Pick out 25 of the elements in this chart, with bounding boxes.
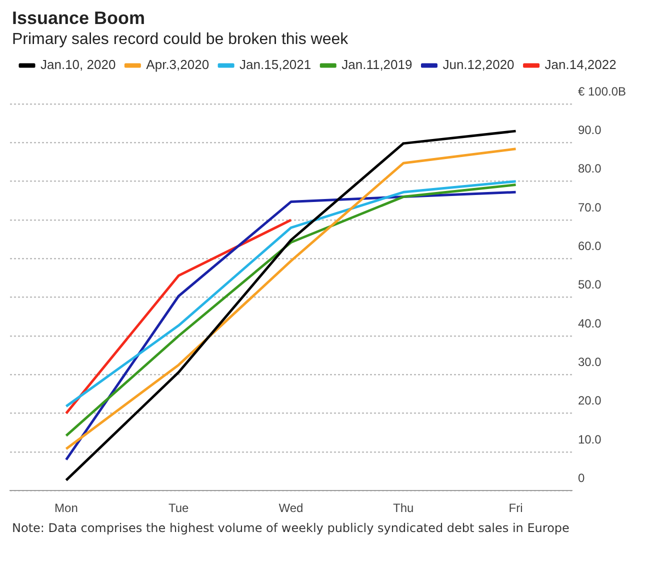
y-tick-label: € 100.0B (578, 84, 626, 98)
y-tick-label: 0 (578, 470, 585, 485)
legend-label: Jan.10, 2020 (40, 57, 116, 72)
legend-label: Jun.12,2020 (442, 57, 514, 72)
legend-label: Jan.14,2022 (544, 57, 616, 72)
x-tick-label: Thu (393, 501, 414, 516)
x-tick-label: Wed (278, 501, 304, 516)
text: Note: Data comprises the highest volume of weekly publicly syndicated debt sales in Europe (12, 521, 570, 535)
chart-subtitle: Primary sales record could be broken this week (12, 31, 350, 49)
x-tick-label: Tue (168, 501, 190, 516)
y-tick-label: 20.0 (578, 394, 602, 408)
y-tick-label: 70.0 (578, 200, 602, 214)
x-tick-label: Fri (508, 501, 523, 516)
y-tick-label: 90.0 (578, 122, 602, 137)
y-tick-label: 30.0 (578, 354, 602, 369)
legend-label: Apr.3,2020 (146, 57, 210, 72)
legend-label: Jan.15,2021 (240, 57, 312, 72)
y-tick-label: 80.0 (578, 162, 602, 176)
y-tick-label: 40.0 (578, 316, 602, 330)
x-tick-label: Mon (54, 501, 78, 516)
y-tick-label: 50.0 (578, 278, 602, 292)
chart-title: Issuance Boom (12, 8, 146, 29)
legend-label: Jan.11,2019 (342, 57, 412, 72)
y-tick-label: 60.0 (578, 238, 602, 253)
y-tick-label: 10.0 (578, 432, 602, 446)
